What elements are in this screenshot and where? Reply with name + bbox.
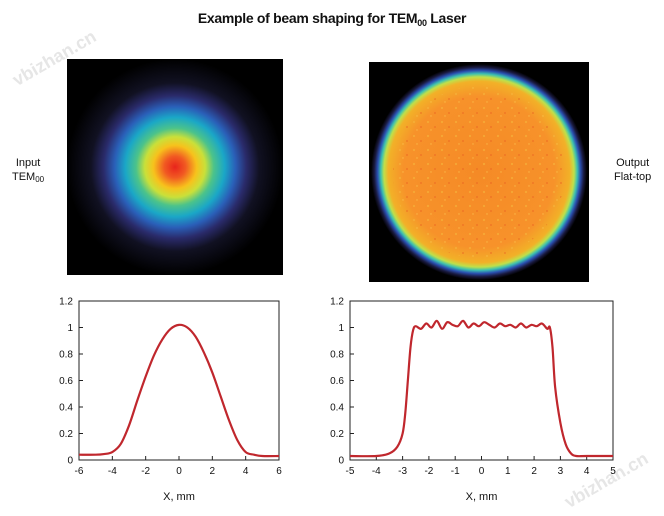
input-ytick-label: 1.2	[59, 297, 73, 308]
output-xtick-label: -4	[372, 466, 381, 477]
output-ytick-label: 0	[338, 456, 344, 467]
title-subscript: 00	[417, 18, 427, 28]
input-profile-line	[78, 323, 280, 458]
input-xtick-label: -4	[108, 466, 117, 477]
output-label: Output Flat-top	[614, 156, 651, 184]
input-xtick-label: 6	[276, 466, 282, 477]
input-xtick-label: -6	[75, 466, 84, 477]
output-xtick-label: 2	[531, 466, 537, 477]
output-ytick-label: 0.2	[330, 429, 344, 440]
input-ytick-label: 0.8	[59, 350, 73, 361]
output-xtick-label: 5	[610, 466, 616, 477]
output-xtick-label: -3	[398, 466, 407, 477]
input-label-line2: TEM00	[12, 171, 45, 184]
output-ytick-label: 0.4	[330, 403, 344, 414]
output-label-line1: Output	[616, 157, 650, 169]
output-xtick-label: 0	[479, 466, 485, 477]
output-profile-line	[349, 319, 613, 458]
output-beam-image	[369, 62, 589, 282]
input-xtick-label: 4	[243, 466, 249, 477]
gaussian-beam-graphic	[67, 59, 283, 275]
output-ytick-label: 0.6	[330, 376, 344, 387]
input-ytick-label: 1	[67, 323, 73, 334]
output-ytick-label: 1.2	[330, 297, 344, 308]
output-xaxis-label: X, mm	[466, 491, 498, 503]
page-title: Example of beam shaping for TEM00 Laser	[0, 10, 664, 28]
input-xtick-label: -2	[141, 466, 150, 477]
input-xtick-label: 2	[210, 466, 216, 477]
input-ytick-label: 0.4	[59, 403, 73, 414]
input-ytick-label: 0.2	[59, 429, 73, 440]
output-xtick-label: -5	[346, 466, 355, 477]
output-xtick-label: -2	[424, 466, 433, 477]
output-ytick-label: 0.8	[330, 350, 344, 361]
input-label: Input TEM00	[12, 156, 44, 187]
input-xtick-label: 0	[176, 466, 182, 477]
title-main: Example of beam shaping for TEM	[197, 10, 418, 26]
input-ytick-label: 0	[67, 456, 73, 467]
output-xtick-label: 4	[584, 466, 590, 477]
output-ytick-label: 1	[338, 323, 344, 334]
output-xtick-label: 3	[558, 466, 564, 477]
output-xtick-label: -1	[451, 466, 460, 477]
title-tail: Laser	[426, 10, 467, 26]
flattop-beam-graphic	[369, 62, 589, 282]
output-label-line2: Flat-top	[614, 171, 652, 183]
input-label-line1: Input	[15, 157, 41, 169]
output-xtick-label: 1	[505, 466, 511, 477]
input-label-sub: 00	[35, 175, 45, 184]
input-xaxis-label: X, mm	[163, 491, 195, 503]
input-beam-image	[67, 59, 283, 275]
input-ytick-label: 0.6	[59, 376, 73, 387]
